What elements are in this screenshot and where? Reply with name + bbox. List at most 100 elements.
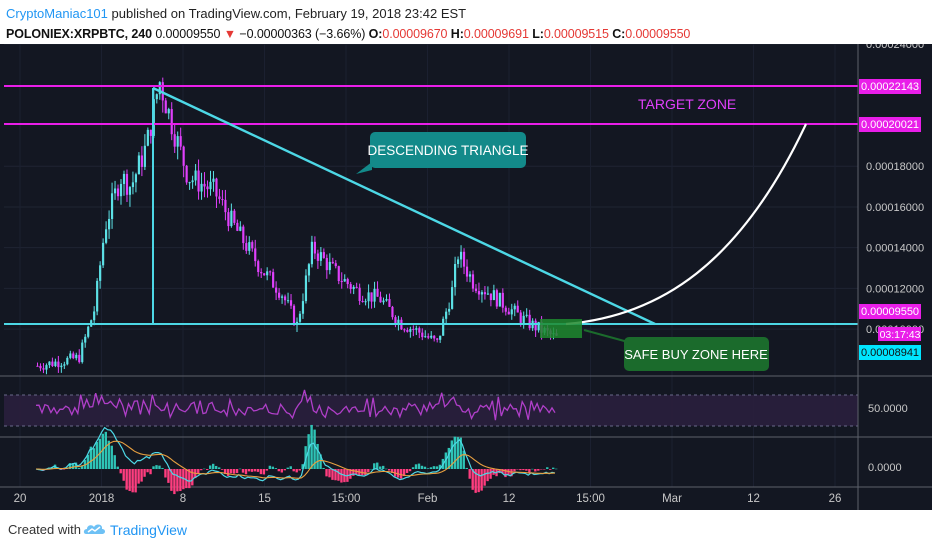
macd-bar xyxy=(80,465,84,469)
candle-body xyxy=(242,226,245,244)
author-link[interactable]: CryptoManiac101 xyxy=(6,6,108,21)
price-chart[interactable]: TARGET ZONE DESCENDING TRIANGLE SAFE BUY… xyxy=(0,44,932,510)
macd-bar xyxy=(113,455,116,469)
macd-bar xyxy=(540,469,543,470)
descending-trendline[interactable] xyxy=(152,86,656,326)
macd-bar xyxy=(429,467,433,469)
candle-body xyxy=(310,241,314,265)
macd-bar xyxy=(552,467,555,469)
candle-body xyxy=(492,290,495,301)
macd-bar xyxy=(399,469,403,479)
macd-bar xyxy=(280,469,283,473)
drawings: TARGET ZONE DESCENDING TRIANGLE SAFE BUY… xyxy=(4,85,858,371)
candle-body xyxy=(528,314,531,329)
macd-bar xyxy=(271,466,275,469)
price-tick-label: 0.00012000 xyxy=(866,283,924,295)
time-tick-label: 15 xyxy=(258,493,271,505)
candle-body xyxy=(105,229,108,243)
published-text: published on TradingView.com, February 1… xyxy=(107,6,467,21)
macd-bar xyxy=(107,440,110,469)
macd-bar xyxy=(301,464,304,469)
macd-bar xyxy=(176,469,179,492)
countdown-tag xyxy=(878,327,921,341)
macd-bar xyxy=(322,467,325,469)
macd-bar xyxy=(414,464,418,469)
macd-bar xyxy=(519,469,522,471)
candle-body xyxy=(179,136,182,147)
time-axis[interactable]: 20 2018 8 15 15:00 Feb 12 15:00 Mar 12 26 xyxy=(14,493,842,505)
publish-line: CryptoManiac101 published on TradingView… xyxy=(6,6,466,21)
time-tick-label: Mar xyxy=(662,493,682,505)
candle-body xyxy=(394,317,397,324)
macd-bar xyxy=(149,469,152,475)
rsi-band xyxy=(4,395,858,426)
price-tick-label: 0.00024000 xyxy=(866,44,924,51)
safe-buy-zone-callout[interactable] xyxy=(624,337,769,371)
projection-curve[interactable] xyxy=(565,123,807,326)
candle-body xyxy=(182,146,185,166)
candle-body xyxy=(459,251,463,260)
candle-body xyxy=(93,311,96,321)
candle-body xyxy=(442,318,445,336)
candle-body xyxy=(504,307,507,312)
macd-bar xyxy=(477,469,480,493)
macd-bar xyxy=(390,469,394,473)
candle-body xyxy=(87,326,90,337)
candle-body xyxy=(283,296,287,301)
macd-bar xyxy=(143,469,146,477)
time-tick-label: 2018 xyxy=(89,493,115,505)
candle-body xyxy=(289,300,293,306)
candle-body xyxy=(125,173,129,195)
candle-body xyxy=(379,296,382,303)
macd-bar xyxy=(295,469,298,473)
candle-body xyxy=(367,292,370,302)
buy-zone-box[interactable] xyxy=(540,319,582,338)
candle-body xyxy=(358,287,361,302)
candle-body xyxy=(254,248,257,262)
candle-body xyxy=(465,266,469,277)
macd-bar xyxy=(232,469,236,474)
macd-bar xyxy=(179,469,182,492)
macd-bar xyxy=(334,469,337,481)
candle-body xyxy=(340,280,343,282)
candle-body xyxy=(486,293,489,295)
descending-triangle-callout[interactable] xyxy=(370,132,526,168)
candle-body xyxy=(215,178,218,197)
macd-bar xyxy=(408,469,412,472)
candle-body xyxy=(501,292,504,308)
candle-body xyxy=(209,181,212,190)
macd-bar xyxy=(417,463,421,469)
chart-footer: Created with TradingView xyxy=(0,510,932,550)
candle-body xyxy=(149,129,152,136)
macd-bar xyxy=(447,447,451,469)
indicator-panes xyxy=(0,375,932,495)
macd-bar xyxy=(501,469,504,474)
macd-bar xyxy=(217,467,221,469)
candle-body xyxy=(51,361,54,367)
candle-body xyxy=(227,212,230,227)
candle-body xyxy=(376,288,379,297)
macd-bar xyxy=(510,469,513,477)
macd-bar xyxy=(244,469,248,475)
macd-bar xyxy=(298,469,301,471)
descending-triangle-label: DESCENDING TRIANGLE xyxy=(367,143,528,158)
macd-bar xyxy=(158,465,161,469)
candle-body xyxy=(510,309,513,315)
macd-bar xyxy=(537,469,540,471)
symbol-label[interactable]: POLONIEX:XRPBTC, 240 xyxy=(6,27,152,41)
macd-bar xyxy=(241,469,245,473)
candle-body xyxy=(66,357,69,365)
candle-body xyxy=(128,187,132,195)
candle-body xyxy=(60,365,63,368)
tradingview-brand-link[interactable]: TradingView xyxy=(110,522,188,538)
macd-bar xyxy=(268,465,272,469)
candle-body xyxy=(418,328,421,333)
macd-bar xyxy=(420,465,424,469)
macd-bar xyxy=(435,466,439,469)
candle-body xyxy=(403,329,406,331)
low-label: L: xyxy=(532,27,544,41)
macd-bar xyxy=(86,454,90,469)
price-tags: 0.00022143 0.00020021 0.00009550 03:17:4… xyxy=(859,79,921,474)
macd-bar xyxy=(471,469,474,490)
candle-body xyxy=(474,288,478,292)
